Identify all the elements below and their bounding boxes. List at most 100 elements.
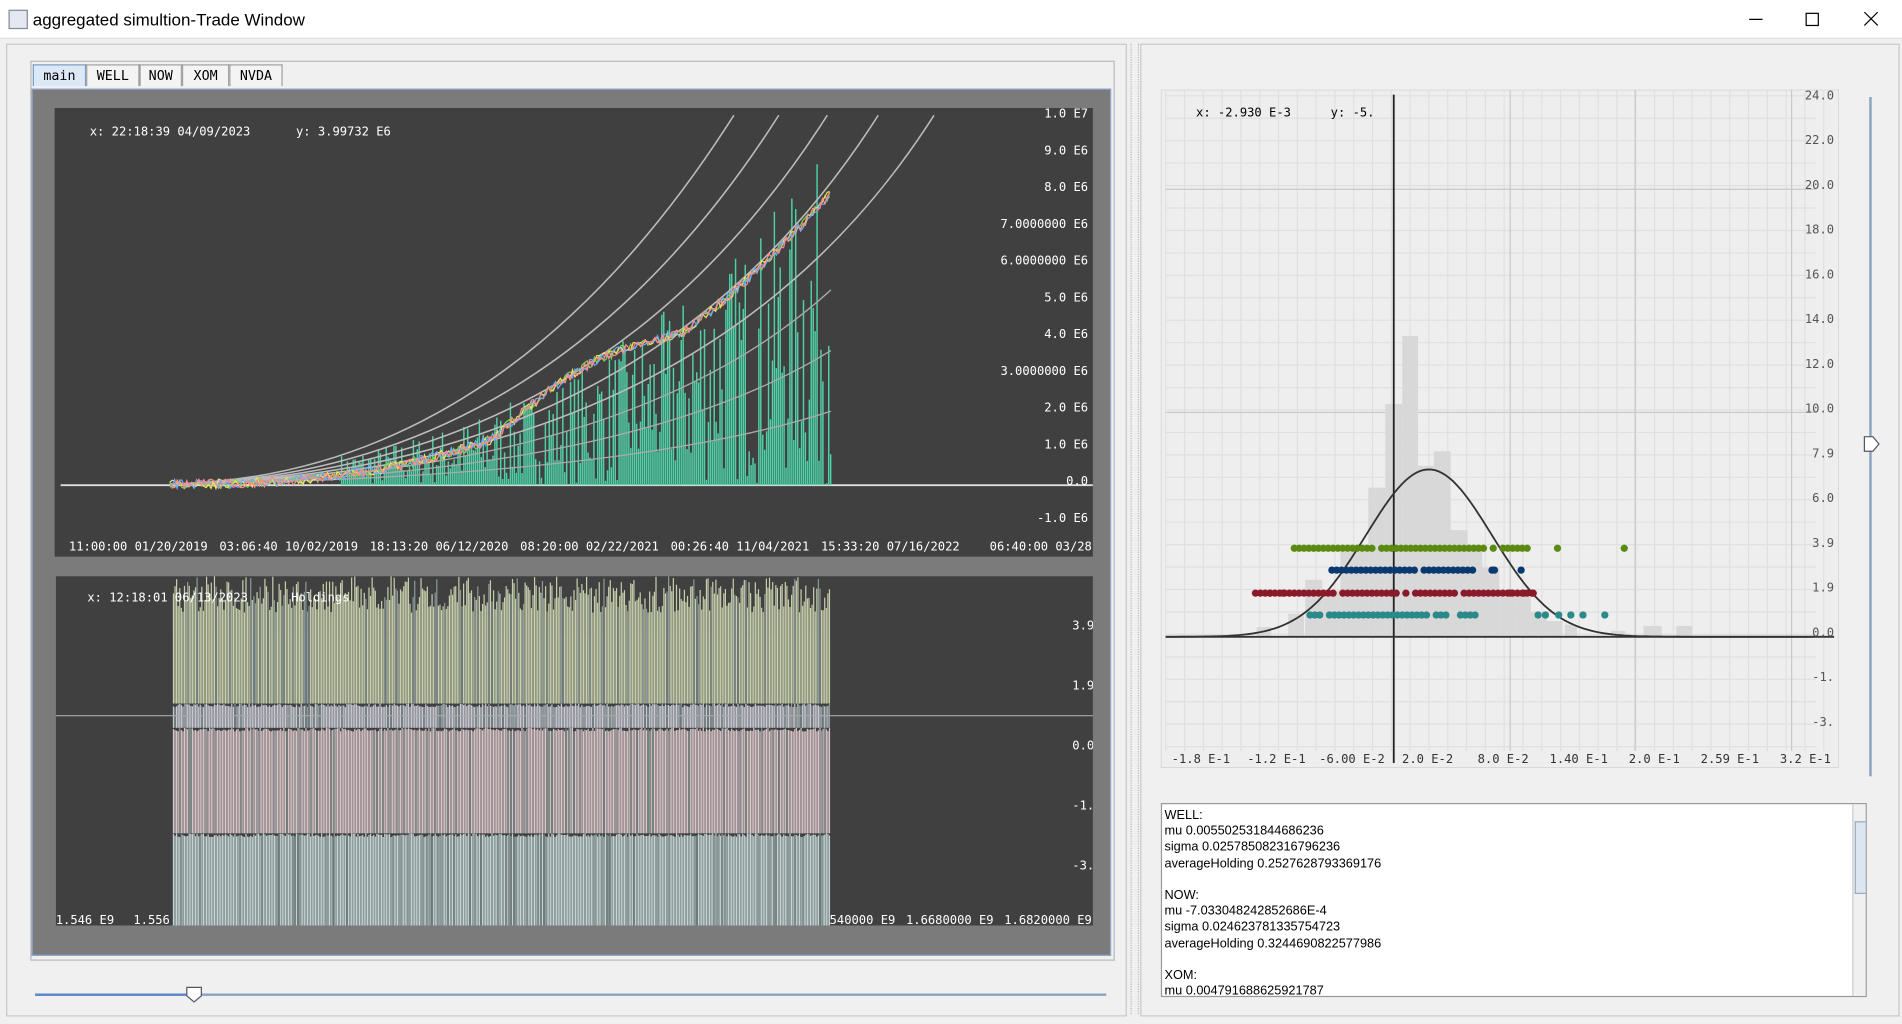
y-tick-label: -3. — [1812, 715, 1834, 729]
y-tick-label: 1.9 — [1812, 581, 1834, 595]
sample-dot — [1490, 566, 1499, 574]
stats-line: WELL: — [1164, 807, 1203, 823]
plot-bg — [54, 107, 1093, 557]
y-tick-label: 0.0 — [1072, 739, 1093, 753]
y-tick-label: 9.0 E6 — [1044, 143, 1088, 157]
split-divider[interactable] — [1130, 43, 1140, 1015]
stats-line: mu 0.005502531844686236 — [1164, 823, 1324, 839]
sample-dot — [1541, 611, 1550, 619]
stats-line: sigma 0.024623781335754723 — [1164, 919, 1341, 935]
x-tick-label: 18:13:20 06/12/2020 — [370, 540, 509, 554]
histogram-bar — [1433, 451, 1451, 637]
scroll-thumb[interactable] — [1854, 821, 1866, 894]
title-bar: aggregated simultion-Trade Window — [0, 0, 1902, 39]
vertical-slider[interactable] — [1860, 95, 1882, 782]
y-tick-label: 7.9 — [1812, 446, 1834, 460]
left-panel — [6, 43, 1127, 1017]
sample-dot — [1329, 589, 1337, 597]
time-slider[interactable] — [30, 983, 1112, 1010]
y-tick-label: 6.0 — [1812, 491, 1834, 505]
y-tick-label: 0.0 — [1812, 625, 1834, 639]
scrollbar[interactable] — [1852, 804, 1866, 996]
x-tick-label: 1.546 E9 — [56, 913, 114, 925]
tab[interactable]: NVDA — [229, 64, 283, 87]
y-tick-label: 3.0000000 E6 — [1000, 364, 1088, 378]
readout-y: y: 3.99732 E6 — [296, 125, 391, 139]
x-tick-label: 2.59 E-1 — [1701, 752, 1759, 766]
sample-dot — [1567, 611, 1575, 619]
histogram-bar — [1546, 621, 1563, 637]
histogram-bar — [1450, 530, 1468, 637]
close[interactable] — [1863, 11, 1879, 26]
y-tick-label: -1. — [1812, 670, 1834, 684]
x-tick-label: -1.2 E-1 — [1247, 752, 1305, 766]
slider-thumb[interactable] — [1863, 436, 1880, 452]
histogram-bar — [1676, 625, 1693, 637]
stats-line: averageHolding 0.2527628793369176 — [1164, 855, 1382, 871]
y-tick-label: 1.0 E6 — [1044, 437, 1088, 451]
sample-dot — [1529, 589, 1537, 597]
guide-curve — [169, 114, 879, 485]
sample-dot — [1468, 566, 1477, 574]
stats-line: mu 0.004791688625921787 — [1164, 983, 1324, 998]
x-tick-label: 06:40:00 03/28 — [990, 540, 1092, 554]
sample-dot — [1506, 589, 1514, 597]
stats-area: WELL: mu 0.005502531844686236 sigma 0.0257… — [1160, 803, 1867, 998]
sample-dot — [1601, 611, 1609, 619]
y-tick-label: 4.0 E6 — [1044, 327, 1088, 341]
y-tick-label: 7.0000000 E6 — [1000, 217, 1088, 231]
guide-curve — [169, 410, 832, 485]
x-tick-label: 2.0 E-2 — [1402, 752, 1453, 766]
y-tick-label: -3. — [1072, 859, 1093, 873]
price-chart: x: 22:18:39 04/09/2023 y: 3.99732 E6 1.0 E… — [54, 107, 1093, 557]
x-tick-label: 1.556 — [133, 913, 170, 925]
x-tick-label: 1.40 E-1 — [1550, 752, 1608, 766]
x-tick-label: 00:26:40 11/04/2021 — [671, 540, 810, 554]
tab[interactable]: WELL — [86, 64, 140, 87]
x-tick-label: 15:33:20 07/16/2022 — [821, 540, 960, 554]
y-tick-label: 10.0 — [1805, 402, 1834, 416]
histogram-bar — [1610, 630, 1626, 637]
readout: x: 12:18:01 06/13/2023 — [87, 591, 248, 605]
sample-dot — [1471, 611, 1479, 619]
x-tick-label: 08:20:00 02/22/2021 — [520, 540, 659, 554]
holdings-chart: x: 12:18:01 06/13/2023 Holdings 3.9 1.9 0.0 -… — [55, 576, 1093, 926]
histogram-bar — [1516, 594, 1531, 637]
tab[interactable]: NOW — [139, 64, 182, 87]
sample-dot — [1517, 566, 1525, 574]
sample-dot — [1519, 589, 1528, 597]
price-line — [169, 196, 831, 491]
series-label: Holdings — [291, 591, 349, 605]
y-tick-label: 8.0 E6 — [1044, 180, 1088, 194]
window-title: aggregated simultion-Trade Window — [32, 9, 305, 30]
x-tick-label: 1.6680000 E9 — [906, 913, 994, 925]
distribution-chart: x: -2.930 E-3 y: -5. 24.0 22.0 20.0 18.0 16.0 1… — [1160, 89, 1839, 768]
y-tick-label: 22.0 — [1805, 133, 1834, 147]
x-tick-label: 8.0 E-2 — [1478, 752, 1529, 766]
maximize[interactable] — [1805, 12, 1819, 27]
histogram-bar — [1643, 625, 1662, 637]
slider-thumb[interactable] — [186, 986, 202, 1003]
guide-curve — [169, 114, 780, 485]
stats-line — [1164, 952, 1381, 968]
sample-dot — [1523, 544, 1531, 552]
readout-x: x: 22:18:39 04/09/2023 — [90, 125, 251, 139]
stats-text: WELL: mu 0.005502531844686236 sigma 0.0257… — [1164, 807, 1382, 998]
x-tick-label: 540000 E9 — [830, 913, 896, 925]
y-tick-label: 6.0000000 E6 — [1000, 254, 1088, 268]
histogram-bar — [1530, 612, 1547, 637]
window-controls[interactable] — [1735, 6, 1893, 33]
sample-dot — [1402, 589, 1410, 597]
x-tick-label: 11:00:00 01/20/2019 — [69, 540, 208, 554]
x-tick-label: -1.8 E-1 — [1172, 752, 1230, 766]
tab[interactable]: XOM — [181, 64, 230, 87]
readout-x: x: -2.930 E-3 — [1196, 105, 1291, 119]
stats-line: XOM: — [1164, 967, 1198, 983]
tab[interactable]: main — [32, 64, 87, 87]
y-tick-label: 3.9 — [1072, 618, 1093, 632]
price-line — [169, 192, 831, 490]
sample-dot — [1553, 544, 1562, 552]
sample-dot — [1579, 611, 1587, 619]
